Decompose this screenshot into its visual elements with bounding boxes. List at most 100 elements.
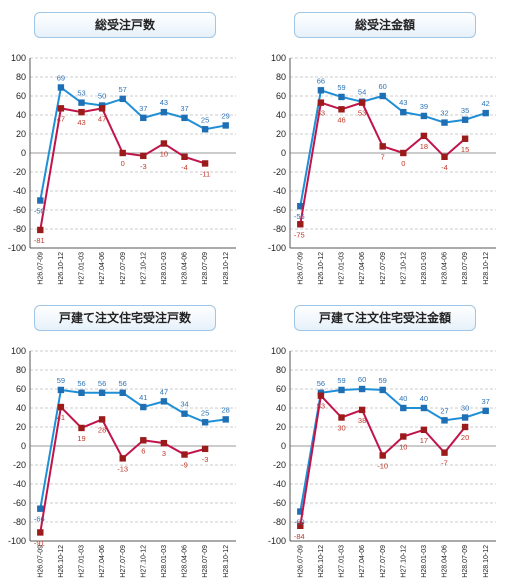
data-label-a: 28 (222, 405, 230, 414)
chart-panel-2: 総受注金額 -100 -80 -60 -40 -20 0 20 40 60 80 100 H26.07… (260, 0, 510, 285)
data-label-b: 20 (461, 433, 469, 442)
data-label-a: 57 (119, 85, 127, 94)
series-point-b (358, 406, 366, 414)
y-tick-label: 40 (276, 403, 286, 413)
y-tick-label: 100 (11, 53, 26, 63)
y-tick-label: 20 (276, 129, 286, 139)
data-label-a: 40 (399, 394, 407, 403)
x-tick-label: H27.04-06 (99, 545, 106, 578)
data-label-b: -10 (377, 462, 388, 471)
x-tick-label: H27.10-12 (140, 545, 147, 578)
series-point-a (78, 389, 85, 396)
series-line-a (39, 85, 226, 201)
y-tick-label: -40 (273, 479, 286, 489)
series-point-b (140, 152, 147, 160)
data-label-b: 53 (358, 109, 366, 118)
chart-title-pill: 戸建て注文住宅受注戸数 (34, 305, 216, 331)
data-label-a: -69 (294, 518, 305, 527)
y-tick-label: 80 (276, 72, 286, 82)
series-point-b (201, 445, 209, 453)
data-label-a: 41 (139, 393, 147, 402)
data-label-a: 34 (180, 400, 188, 409)
y-tick-label: 20 (276, 422, 286, 432)
data-label-b: 10 (160, 150, 168, 159)
data-label-a: 37 (482, 397, 490, 406)
chart-panel-1: 総受注戸数 -100 -80 -60 -40 -20 0 20 40 60 80 100 H26.07… (0, 0, 250, 285)
series-point-a (441, 417, 448, 424)
data-label-b: 7 (381, 152, 385, 161)
series-point-b (297, 522, 304, 529)
x-tick-label: H27.07-09 (120, 545, 127, 578)
y-tick-label: 40 (16, 110, 26, 120)
x-tick-label: H28.07-09 (462, 545, 469, 578)
data-label-b: 43 (77, 118, 85, 127)
series-point-b (57, 105, 65, 112)
x-tick-label: H27.07-09 (380, 252, 387, 285)
data-label-a: 43 (160, 98, 168, 107)
y-tick-label: 40 (276, 110, 286, 120)
y-tick-label: -80 (273, 517, 286, 527)
series-point-b (119, 149, 126, 157)
series-point-b (37, 226, 44, 234)
y-tick-label: 60 (16, 384, 26, 394)
series-line-a (299, 88, 487, 207)
data-label-a: 47 (160, 387, 168, 396)
data-label-a: -50 (34, 207, 45, 216)
series-point-b (461, 423, 469, 431)
data-label-a: 59 (337, 83, 345, 92)
x-tick-label: H27.01-03 (79, 252, 86, 285)
y-tick-label: 0 (281, 148, 286, 158)
y-tick-label: 20 (16, 422, 26, 432)
y-tick-label: -60 (13, 205, 26, 215)
series-point-a (400, 404, 407, 412)
x-tick-label: H27.07-09 (380, 545, 387, 578)
data-label-a: 50 (98, 92, 106, 101)
series-point-a (358, 385, 366, 393)
x-tick-label: H26.07-09 (297, 252, 304, 285)
chart-panel-4: 戸建て注文住宅受注金額 -100 -80 -60 -40 -20 0 20 40 60 80 100… (260, 293, 510, 578)
data-label-a: 59 (57, 376, 65, 385)
x-tick-label: H27.10-12 (140, 252, 147, 285)
x-tick-label: H28.04-06 (442, 545, 449, 578)
series-point-a (140, 403, 147, 411)
data-label-a: 56 (317, 379, 325, 388)
series-point-b (140, 437, 147, 444)
data-label-b: -3 (140, 162, 147, 171)
series-point-a (119, 389, 126, 396)
series-point-b (160, 140, 168, 147)
data-label-a: 32 (440, 109, 448, 118)
x-tick-label: H27.01-03 (79, 545, 86, 578)
x-tick-label: H26.07-09 (37, 252, 44, 285)
data-label-b: -84 (294, 532, 305, 541)
data-label-b: -9 (181, 461, 188, 470)
data-label-a: -56 (294, 212, 305, 221)
data-label-b: -81 (34, 236, 45, 245)
y-tick-label: -40 (13, 479, 26, 489)
series-point-b (181, 153, 188, 160)
x-tick-label: H28.01-03 (161, 252, 168, 285)
series-point-a (37, 197, 44, 204)
y-tick-label: -100 (268, 243, 286, 253)
x-tick-label: H27.07-09 (120, 252, 127, 285)
data-label-a: 25 (201, 408, 209, 417)
series-point-a (57, 386, 65, 394)
series-line-a (39, 388, 226, 509)
data-label-a: 54 (358, 88, 366, 97)
x-tick-label: H26.10-12 (58, 545, 65, 578)
data-label-a: 59 (337, 376, 345, 385)
y-tick-label: -100 (268, 536, 286, 546)
x-tick-label: H27.04-06 (359, 252, 366, 285)
series-point-b (98, 105, 106, 112)
y-tick-label: -40 (273, 186, 286, 196)
series-point-b (441, 153, 448, 160)
series-point-b (420, 426, 428, 434)
data-label-b: 18 (420, 142, 428, 151)
y-tick-label: -80 (273, 224, 286, 234)
data-label-b: 47 (57, 114, 65, 123)
y-tick-label: -100 (8, 536, 26, 546)
y-tick-label: -100 (8, 243, 26, 253)
x-tick-label: H26.07-09 (37, 545, 44, 578)
series-point-a (222, 122, 229, 129)
series-point-a (201, 419, 209, 426)
